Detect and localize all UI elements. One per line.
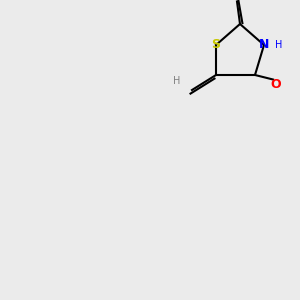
Text: H: H: [274, 40, 282, 50]
Text: S: S: [212, 38, 220, 52]
Text: H: H: [173, 76, 181, 86]
Text: S: S: [0, 299, 1, 300]
Text: N: N: [259, 38, 269, 52]
Text: O: O: [271, 77, 281, 91]
